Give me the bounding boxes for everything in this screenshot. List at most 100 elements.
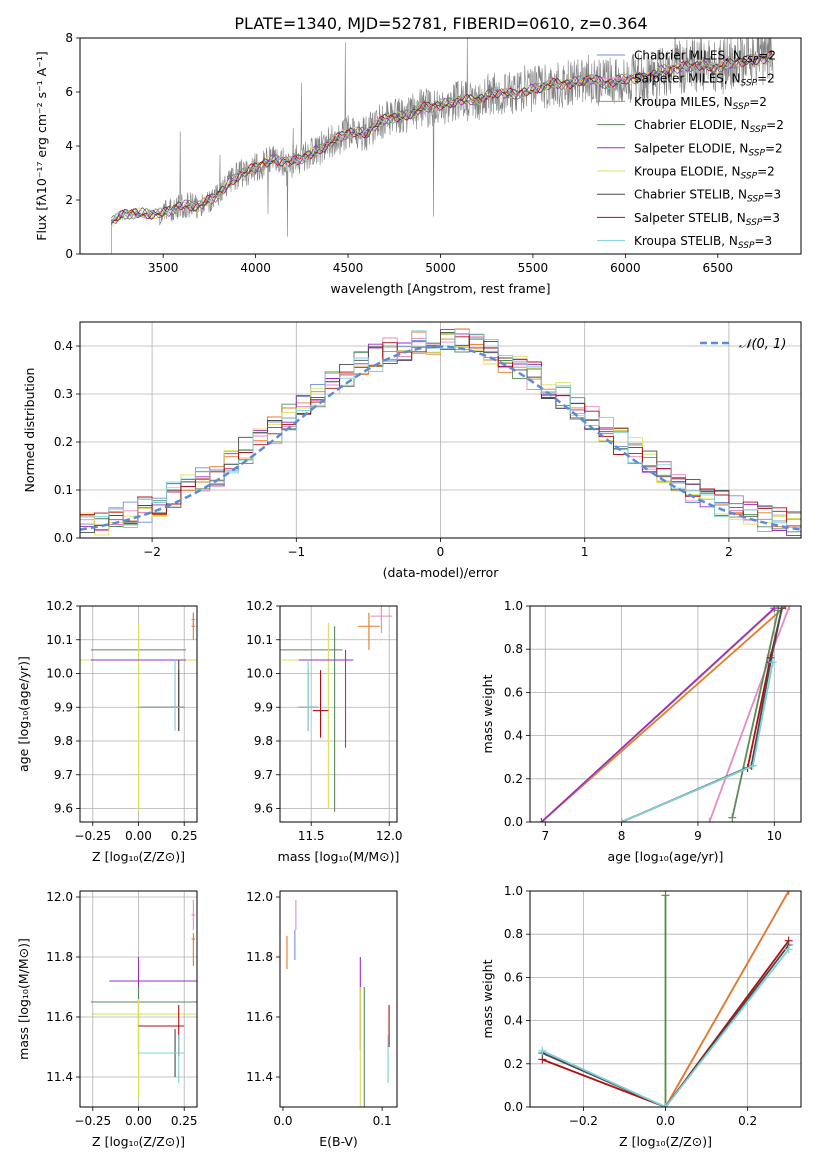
- legend-label: Chabrier MILES, NSSP=2: [634, 49, 776, 66]
- x-tick-label: 4500: [333, 261, 364, 275]
- x-axis-label: Z [log₁₀(Z/Z⊙)]: [619, 1134, 712, 1149]
- y-tick-label: 12.0: [46, 890, 73, 904]
- y-tick-label: 11.8: [46, 950, 73, 964]
- plot-area-massweight-vs-age: [537, 606, 794, 822]
- x-tick-label: 6500: [703, 261, 734, 275]
- y-tick-label: 11.4: [46, 1070, 73, 1084]
- weight-point-marker: [537, 818, 546, 822]
- x-tick-label: 2: [725, 545, 733, 559]
- x-axis-label: Z [log₁₀(Z/Z⊙)]: [92, 1134, 185, 1149]
- weight-series-line: [621, 662, 774, 822]
- y-tick-label: 0.0: [504, 1100, 523, 1114]
- y-axis-label: mass [log₁₀(M/M⊙)]: [16, 938, 31, 1060]
- chart-age-vs-mass: 11.5 12.0 9.6 9.7 9.8 9.9 10.0 10.1 10.2 mass [lo…: [246, 599, 402, 864]
- y-tick-label: 0.6: [504, 970, 523, 984]
- plot-area-spectrum: [111, 38, 774, 254]
- model-spectrum-line: [111, 51, 773, 225]
- weight-series-line: [540, 607, 775, 822]
- y-tick-label: 10.1: [46, 633, 73, 647]
- legend-residuals: 𝒩(0, 1): [700, 337, 786, 352]
- y-tick-label: 11.8: [246, 950, 273, 964]
- y-tick-label: 0.4: [504, 1014, 523, 1028]
- y-tick-label: 6: [65, 85, 73, 99]
- chart-mass-vs-EBV: 0.0 0.1 11.4 11.6 11.8 12.0 E(B-V): [246, 890, 398, 1149]
- y-axis-label: mass weight: [480, 959, 495, 1038]
- x-tick-label: 0.00: [125, 1114, 152, 1128]
- x-tick-label: 0.00: [125, 829, 152, 843]
- y-tick-label: 0.1: [54, 483, 73, 497]
- axes-frame: [279, 605, 398, 823]
- y-tick-label: 9.8: [54, 734, 73, 748]
- y-tick-label: 12.0: [246, 890, 273, 904]
- plot-area-age-vs-Z: [80, 612, 197, 812]
- weight-point-marker: [784, 891, 793, 895]
- x-tick-label: 0.0: [273, 1114, 292, 1128]
- x-tick-label: −0.25: [74, 1114, 111, 1128]
- y-tick-label: 0.4: [54, 339, 73, 353]
- x-tick-label: −2: [143, 545, 161, 559]
- y-axis-label: Normed distribution: [22, 368, 37, 493]
- weight-point-marker: [538, 1046, 547, 1055]
- legend-spectrum: Chabrier MILES, NSSP=2 Salpeter MILES, NS…: [597, 49, 784, 251]
- x-tick-label: 0.2: [738, 1114, 757, 1128]
- weight-point-marker: [728, 813, 737, 822]
- chart-residuals: 𝒩(0, 1) −2 −1 0 1 2 0.0 0.1 0.2 0.3 0.4 (data-model…: [22, 321, 802, 580]
- weight-point-marker: [785, 606, 794, 610]
- x-tick-label: 0.0: [656, 1114, 675, 1128]
- y-tick-label: 11.6: [246, 1010, 273, 1024]
- y-tick-label: 8: [65, 31, 73, 45]
- x-axis-label: mass [log₁₀(M/M⊙)]: [278, 849, 400, 864]
- weight-series-line: [664, 891, 790, 1107]
- model-spectrum-line: [111, 52, 773, 222]
- x-tick-label: 11.5: [298, 829, 325, 843]
- figure-title: PLATE=1340, MJD=52781, FIBERID=0610, z=0…: [234, 14, 647, 33]
- x-tick-label: 10: [767, 829, 782, 843]
- y-tick-label: 10.2: [246, 599, 273, 613]
- y-tick-label: 10.1: [246, 633, 273, 647]
- y-tick-label: 10.0: [46, 667, 73, 681]
- x-tick-label: 0.25: [171, 1114, 198, 1128]
- y-tick-label: 2: [65, 193, 73, 207]
- y-tick-label: 11.6: [46, 1010, 73, 1024]
- y-tick-label: 10.0: [246, 667, 273, 681]
- x-axis-label: (data-model)/error: [383, 565, 500, 580]
- x-tick-label: 7: [541, 829, 549, 843]
- weight-series-line: [541, 944, 790, 1107]
- legend-label-normal: 𝒩(0, 1): [739, 337, 786, 352]
- x-tick-label: 8: [618, 829, 626, 843]
- x-tick-label: 5000: [425, 261, 456, 275]
- legend-label: Chabrier STELIB, NSSP=3: [634, 188, 781, 205]
- y-tick-label: 11.4: [246, 1070, 273, 1084]
- weight-point-marker: [661, 1103, 670, 1107]
- x-axis-label: E(B-V): [319, 1134, 358, 1149]
- y-tick-label: 9.9: [254, 700, 273, 714]
- weight-point-marker: [784, 945, 793, 954]
- y-tick-label: 9.7: [54, 768, 73, 782]
- plot-area-mass-vs-Z: [90, 900, 197, 1098]
- x-tick-label: −0.25: [74, 829, 111, 843]
- residual-histogram-step: [80, 329, 801, 529]
- y-tick-label: 0.3: [54, 387, 73, 401]
- y-tick-label: 0.2: [54, 435, 73, 449]
- weight-series-line: [621, 607, 783, 822]
- chart-spectrum: Chabrier MILES, NSSP=2 Salpeter MILES, NS…: [34, 31, 802, 296]
- x-tick-label: 1: [581, 545, 589, 559]
- legend-label: Kroupa STELIB, NSSP=3: [634, 234, 772, 251]
- y-axis-label: age [log₁₀(age/yr)]: [16, 656, 31, 772]
- y-tick-label: 9.6: [54, 802, 73, 816]
- y-tick-label: 1.0: [504, 599, 523, 613]
- x-tick-label: 0: [437, 545, 445, 559]
- legend-label: Salpeter ELODIE, NSSP=2: [634, 141, 783, 158]
- x-tick-label: −1: [287, 545, 305, 559]
- y-tick-label: 0.4: [504, 729, 523, 743]
- y-axis-label: mass weight: [480, 674, 495, 753]
- model-spectrum-line: [111, 54, 773, 224]
- weight-series-line: [541, 940, 790, 1107]
- y-tick-label: 1.0: [504, 884, 523, 898]
- y-axis-label: Flux [fλ10⁻¹⁷ erg cm⁻² s⁻¹ A⁻¹]: [34, 51, 49, 240]
- chart-massweight-vs-Z: −0.2 0.0 0.2 0.0 0.2 0.4 0.6 0.8 1.0 Z [log₁₀(Z/Z…: [480, 884, 802, 1149]
- legend-label: Kroupa MILES, NSSP=2: [634, 95, 767, 112]
- y-tick-label: 0: [65, 247, 73, 261]
- y-tick-label: 0.0: [504, 815, 523, 829]
